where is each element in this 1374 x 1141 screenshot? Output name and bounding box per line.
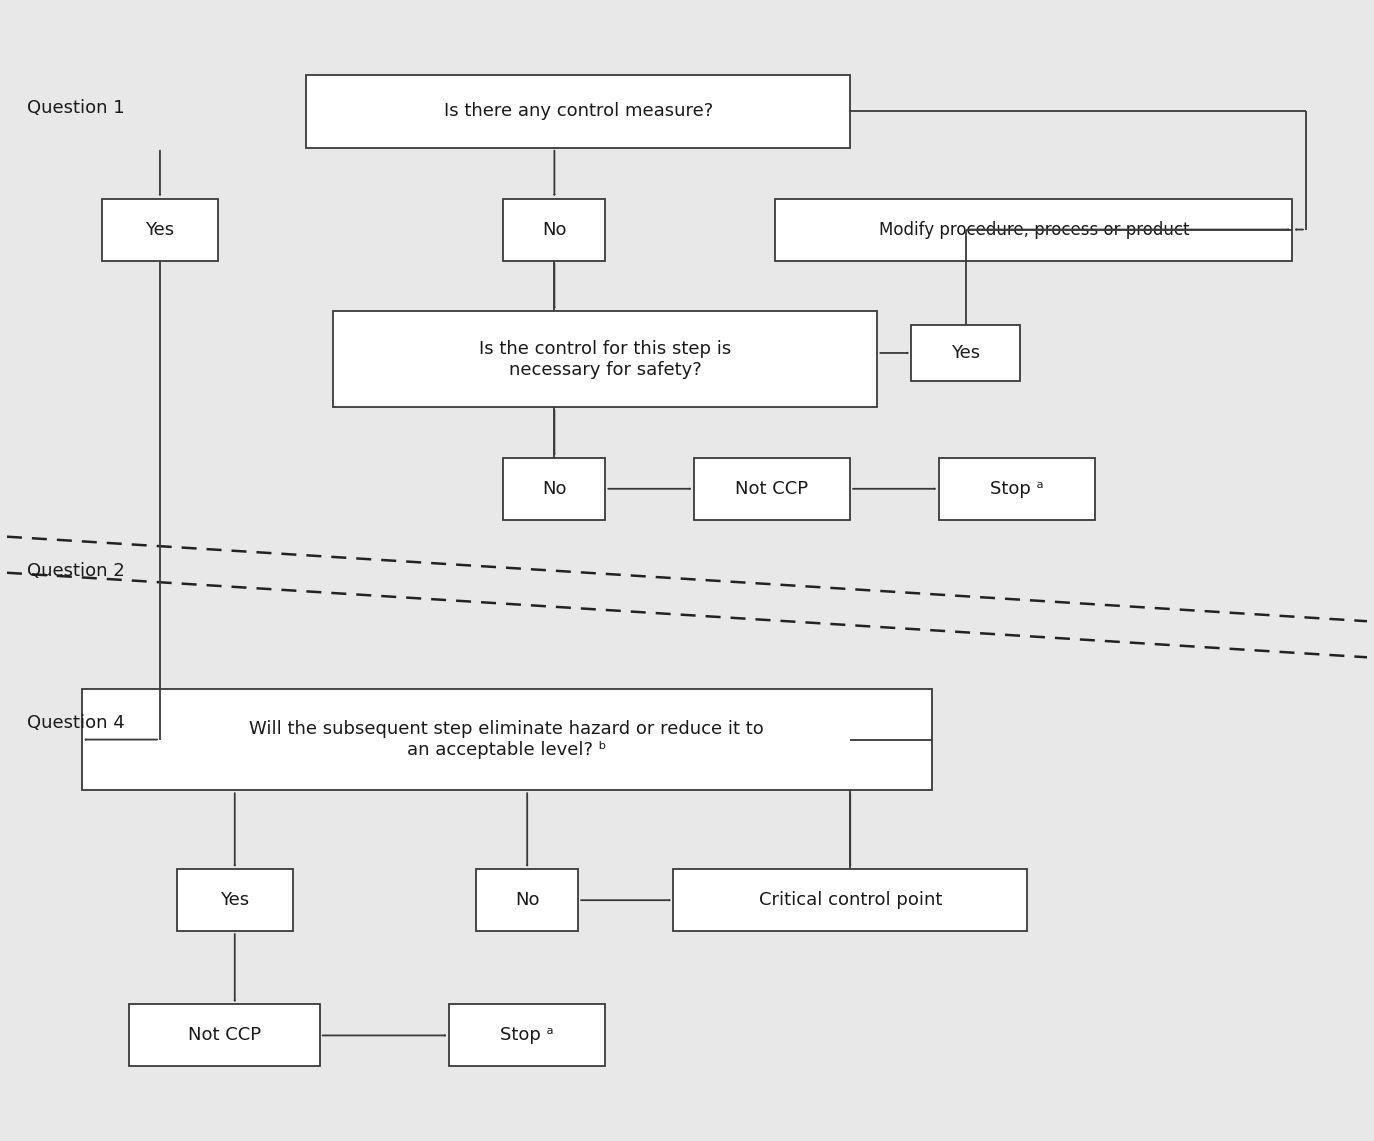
Text: Critical control point: Critical control point [758, 891, 943, 909]
FancyBboxPatch shape [503, 458, 606, 520]
FancyBboxPatch shape [911, 325, 1021, 381]
FancyBboxPatch shape [177, 869, 293, 931]
Text: Yes: Yes [220, 891, 249, 909]
FancyBboxPatch shape [694, 458, 851, 520]
FancyBboxPatch shape [775, 199, 1293, 260]
Text: Yes: Yes [146, 220, 174, 238]
Text: Not CCP: Not CCP [188, 1027, 261, 1044]
Text: Stop ᵃ: Stop ᵃ [500, 1027, 554, 1044]
FancyBboxPatch shape [306, 74, 851, 148]
Text: No: No [543, 220, 566, 238]
Text: No: No [515, 891, 540, 909]
FancyBboxPatch shape [477, 869, 578, 931]
Text: Question 1: Question 1 [27, 99, 125, 118]
Text: No: No [543, 479, 566, 497]
FancyBboxPatch shape [102, 199, 217, 260]
Text: Stop ᵃ: Stop ᵃ [991, 479, 1044, 497]
FancyBboxPatch shape [81, 689, 932, 791]
Text: Not CCP: Not CCP [735, 479, 808, 497]
FancyBboxPatch shape [938, 458, 1095, 520]
FancyBboxPatch shape [449, 1004, 606, 1067]
FancyBboxPatch shape [673, 869, 1026, 931]
Text: Yes: Yes [951, 343, 981, 362]
Text: Is the control for this step is
necessary for safety?: Is the control for this step is necessar… [480, 340, 731, 379]
FancyBboxPatch shape [334, 311, 878, 407]
Text: Question 2: Question 2 [27, 561, 125, 580]
FancyBboxPatch shape [129, 1004, 320, 1067]
Text: Modify procedure, process or product: Modify procedure, process or product [878, 220, 1189, 238]
Text: Question 4: Question 4 [27, 713, 125, 731]
Text: Is there any control measure?: Is there any control measure? [444, 103, 713, 120]
Text: Will the subsequent step eliminate hazard or reduce it to
an acceptable level? ᵇ: Will the subsequent step eliminate hazar… [250, 720, 764, 759]
FancyBboxPatch shape [503, 199, 606, 260]
